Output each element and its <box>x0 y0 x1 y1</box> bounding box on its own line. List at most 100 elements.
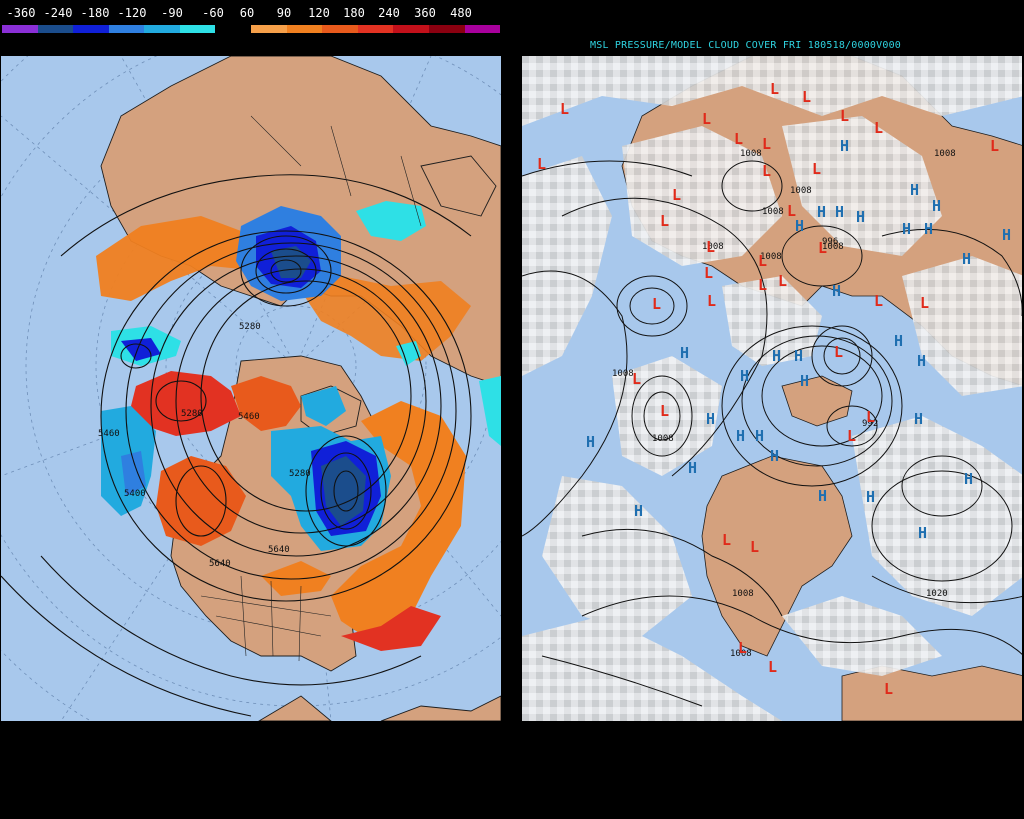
low-center: L <box>702 110 711 128</box>
isobar-label: 1008 <box>790 186 812 196</box>
color-scale-swatch <box>393 25 429 33</box>
color-scale-swatch <box>357 25 394 33</box>
high-center: H <box>910 181 919 199</box>
low-center: L <box>990 137 999 155</box>
high-center: H <box>818 487 827 505</box>
low-center: L <box>738 639 747 657</box>
low-center: L <box>834 343 843 361</box>
high-center: H <box>917 352 926 370</box>
legend-label: -120 <box>117 6 147 20</box>
high-center: H <box>817 203 826 221</box>
high-center: H <box>914 410 923 428</box>
low-center: L <box>632 370 641 388</box>
contour-label: 5280 <box>289 469 311 479</box>
legend-label: 480 <box>450 6 472 20</box>
high-center: H <box>964 470 973 488</box>
low-center: L <box>770 80 779 98</box>
low-center: L <box>874 119 883 137</box>
high-center: H <box>770 447 779 465</box>
chart-title: MSL PRESSURE/MODEL CLOUD COVER FRI 18051… <box>590 40 902 51</box>
low-center: L <box>762 162 771 180</box>
contour-label: 5460 <box>98 429 120 439</box>
low-center: L <box>884 680 893 698</box>
low-center: L <box>652 295 661 313</box>
low-center: L <box>920 294 929 312</box>
high-center: H <box>772 347 781 365</box>
isobar-label: 1008 <box>740 149 762 159</box>
isobar-label: 1020 <box>926 589 948 599</box>
low-center: L <box>672 186 681 204</box>
low-center: L <box>874 292 883 310</box>
color-scale-swatch <box>108 25 145 33</box>
high-center: H <box>932 197 941 215</box>
legend-label: -180 <box>80 6 110 20</box>
low-pressure-symbols: L L L L L L L L L L L L L L L <box>537 80 999 698</box>
isobar-label: 992 <box>862 419 878 429</box>
color-scale-swatch <box>73 25 109 33</box>
panel-divider <box>502 0 522 819</box>
color-scale-swatch <box>215 25 252 33</box>
height-anomaly-svg: 5280 5460 5460 5640 5280 5400 5280 5640 <box>1 56 501 721</box>
low-center: L <box>560 100 569 118</box>
low-center: L <box>778 272 787 290</box>
color-scale-swatch <box>464 25 501 33</box>
color-scale-swatch <box>251 25 287 33</box>
high-center: H <box>586 433 595 451</box>
high-center: H <box>902 220 911 238</box>
high-center: H <box>755 427 764 445</box>
high-center: H <box>800 372 809 390</box>
low-center: L <box>818 239 827 257</box>
legend-label: 60 <box>239 6 255 20</box>
north-america-land <box>701 455 853 657</box>
contour-label: 5280 <box>181 409 203 419</box>
high-center: H <box>1002 226 1011 244</box>
greenland-land <box>781 375 853 427</box>
high-center: H <box>736 427 745 445</box>
high-center: H <box>706 410 715 428</box>
isobar-label: 996 <box>822 237 838 247</box>
low-center: L <box>704 264 713 282</box>
color-scale-swatch <box>2 25 38 33</box>
height-anomaly-panel: -360 -240 -180 -120 -90 -60 60 90 120 18… <box>0 0 502 819</box>
low-center: L <box>812 160 821 178</box>
msl-pressure-panel: MSL PRESSURE/MODEL CLOUD COVER FRI 18051… <box>522 0 1024 819</box>
high-center: H <box>918 524 927 542</box>
legend-label: -360 <box>6 6 36 20</box>
contour-label: 5460 <box>238 412 260 422</box>
contour-label: 5640 <box>268 545 290 555</box>
legend-label: 360 <box>414 6 436 20</box>
msl-pressure-map: 1008 1008 1008 1008 1008 1008 1008 1008 … <box>522 56 1022 721</box>
legend-label: 90 <box>276 6 292 20</box>
msl-pressure-svg: 1008 1008 1008 1008 1008 1008 1008 1008 … <box>522 56 1022 721</box>
low-center: L <box>537 155 546 173</box>
isobar-label: 1008 <box>612 369 634 379</box>
legend-label: -60 <box>202 6 224 20</box>
high-center: H <box>866 488 875 506</box>
isobar-label: 1008 <box>760 252 782 262</box>
contour-label: 5280 <box>239 322 261 332</box>
legend-label: -90 <box>161 6 183 20</box>
high-center: H <box>894 332 903 350</box>
isobar-label: 1008 <box>730 649 752 659</box>
low-center: L <box>707 292 716 310</box>
high-center: H <box>740 367 749 385</box>
isobar-label: 1008 <box>702 242 724 252</box>
high-center: H <box>634 502 643 520</box>
legend-label: -240 <box>43 6 73 20</box>
color-scale-swatch <box>322 25 358 33</box>
height-anomaly-map: 5280 5460 5460 5640 5280 5400 5280 5640 <box>1 56 501 721</box>
color-scale-swatch <box>144 25 180 33</box>
color-scale-swatch <box>179 25 216 33</box>
low-center: L <box>750 538 759 556</box>
high-pressure-symbols: H H H H H H H H H H H H H H H <box>586 137 1011 542</box>
contour-label: 5400 <box>124 489 146 499</box>
isobar-label: 1008 <box>732 589 754 599</box>
contour-labels: 5280 5460 5460 5640 5280 5400 5280 5640 <box>98 322 311 569</box>
color-scale-bar <box>2 25 501 33</box>
low-center: L <box>802 88 811 106</box>
low-center: L <box>722 531 731 549</box>
low-center: L <box>762 135 771 153</box>
legend-label: 120 <box>308 6 330 20</box>
high-center: H <box>832 282 841 300</box>
low-center: L <box>734 130 743 148</box>
